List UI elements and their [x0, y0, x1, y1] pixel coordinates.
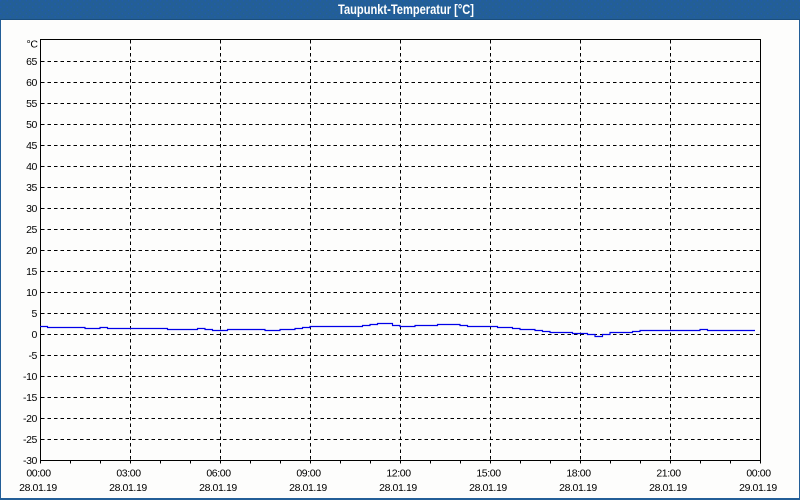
- svg-text:30: 30: [26, 203, 37, 215]
- svg-text:09:00: 09:00: [296, 467, 321, 479]
- svg-text:28.01.19: 28.01.19: [289, 482, 327, 494]
- svg-text:15:00: 15:00: [476, 467, 501, 479]
- svg-text:0: 0: [32, 329, 38, 341]
- svg-text:10: 10: [26, 287, 37, 299]
- svg-text:00:00: 00:00: [26, 467, 51, 479]
- svg-text:45: 45: [26, 140, 37, 152]
- svg-text:-15: -15: [23, 392, 38, 404]
- svg-text:-25: -25: [23, 434, 38, 446]
- svg-text:21:00: 21:00: [656, 467, 681, 479]
- svg-text:25: 25: [26, 224, 37, 236]
- svg-text:28.01.19: 28.01.19: [109, 482, 147, 494]
- svg-text:28.01.19: 28.01.19: [379, 482, 417, 494]
- svg-text:65: 65: [26, 56, 37, 68]
- svg-text:Taupunkt-Temperatur [°C]: Taupunkt-Temperatur [°C]: [338, 2, 474, 17]
- svg-text:-30: -30: [23, 455, 38, 467]
- svg-text:15: 15: [26, 266, 37, 278]
- svg-text:28.01.19: 28.01.19: [199, 482, 237, 494]
- svg-text:18:00: 18:00: [566, 467, 591, 479]
- svg-text:°C: °C: [27, 39, 39, 51]
- svg-text:-5: -5: [28, 350, 37, 362]
- svg-text:06:00: 06:00: [206, 467, 231, 479]
- svg-text:5: 5: [32, 308, 38, 320]
- svg-text:29.01.19: 29.01.19: [739, 482, 777, 494]
- svg-text:-20: -20: [23, 413, 38, 425]
- svg-text:55: 55: [26, 98, 37, 110]
- svg-text:28.01.19: 28.01.19: [469, 482, 507, 494]
- svg-text:03:00: 03:00: [116, 467, 141, 479]
- svg-text:20: 20: [26, 245, 37, 257]
- svg-text:40: 40: [26, 161, 37, 173]
- svg-text:60: 60: [26, 77, 37, 89]
- svg-text:28.01.19: 28.01.19: [19, 482, 57, 494]
- svg-text:50: 50: [26, 119, 37, 131]
- svg-text:35: 35: [26, 182, 37, 194]
- svg-text:28.01.19: 28.01.19: [559, 482, 597, 494]
- svg-text:28.01.19: 28.01.19: [649, 482, 687, 494]
- svg-text:00:00: 00:00: [746, 467, 771, 479]
- svg-text:12:00: 12:00: [386, 467, 411, 479]
- svg-text:-10: -10: [23, 371, 38, 383]
